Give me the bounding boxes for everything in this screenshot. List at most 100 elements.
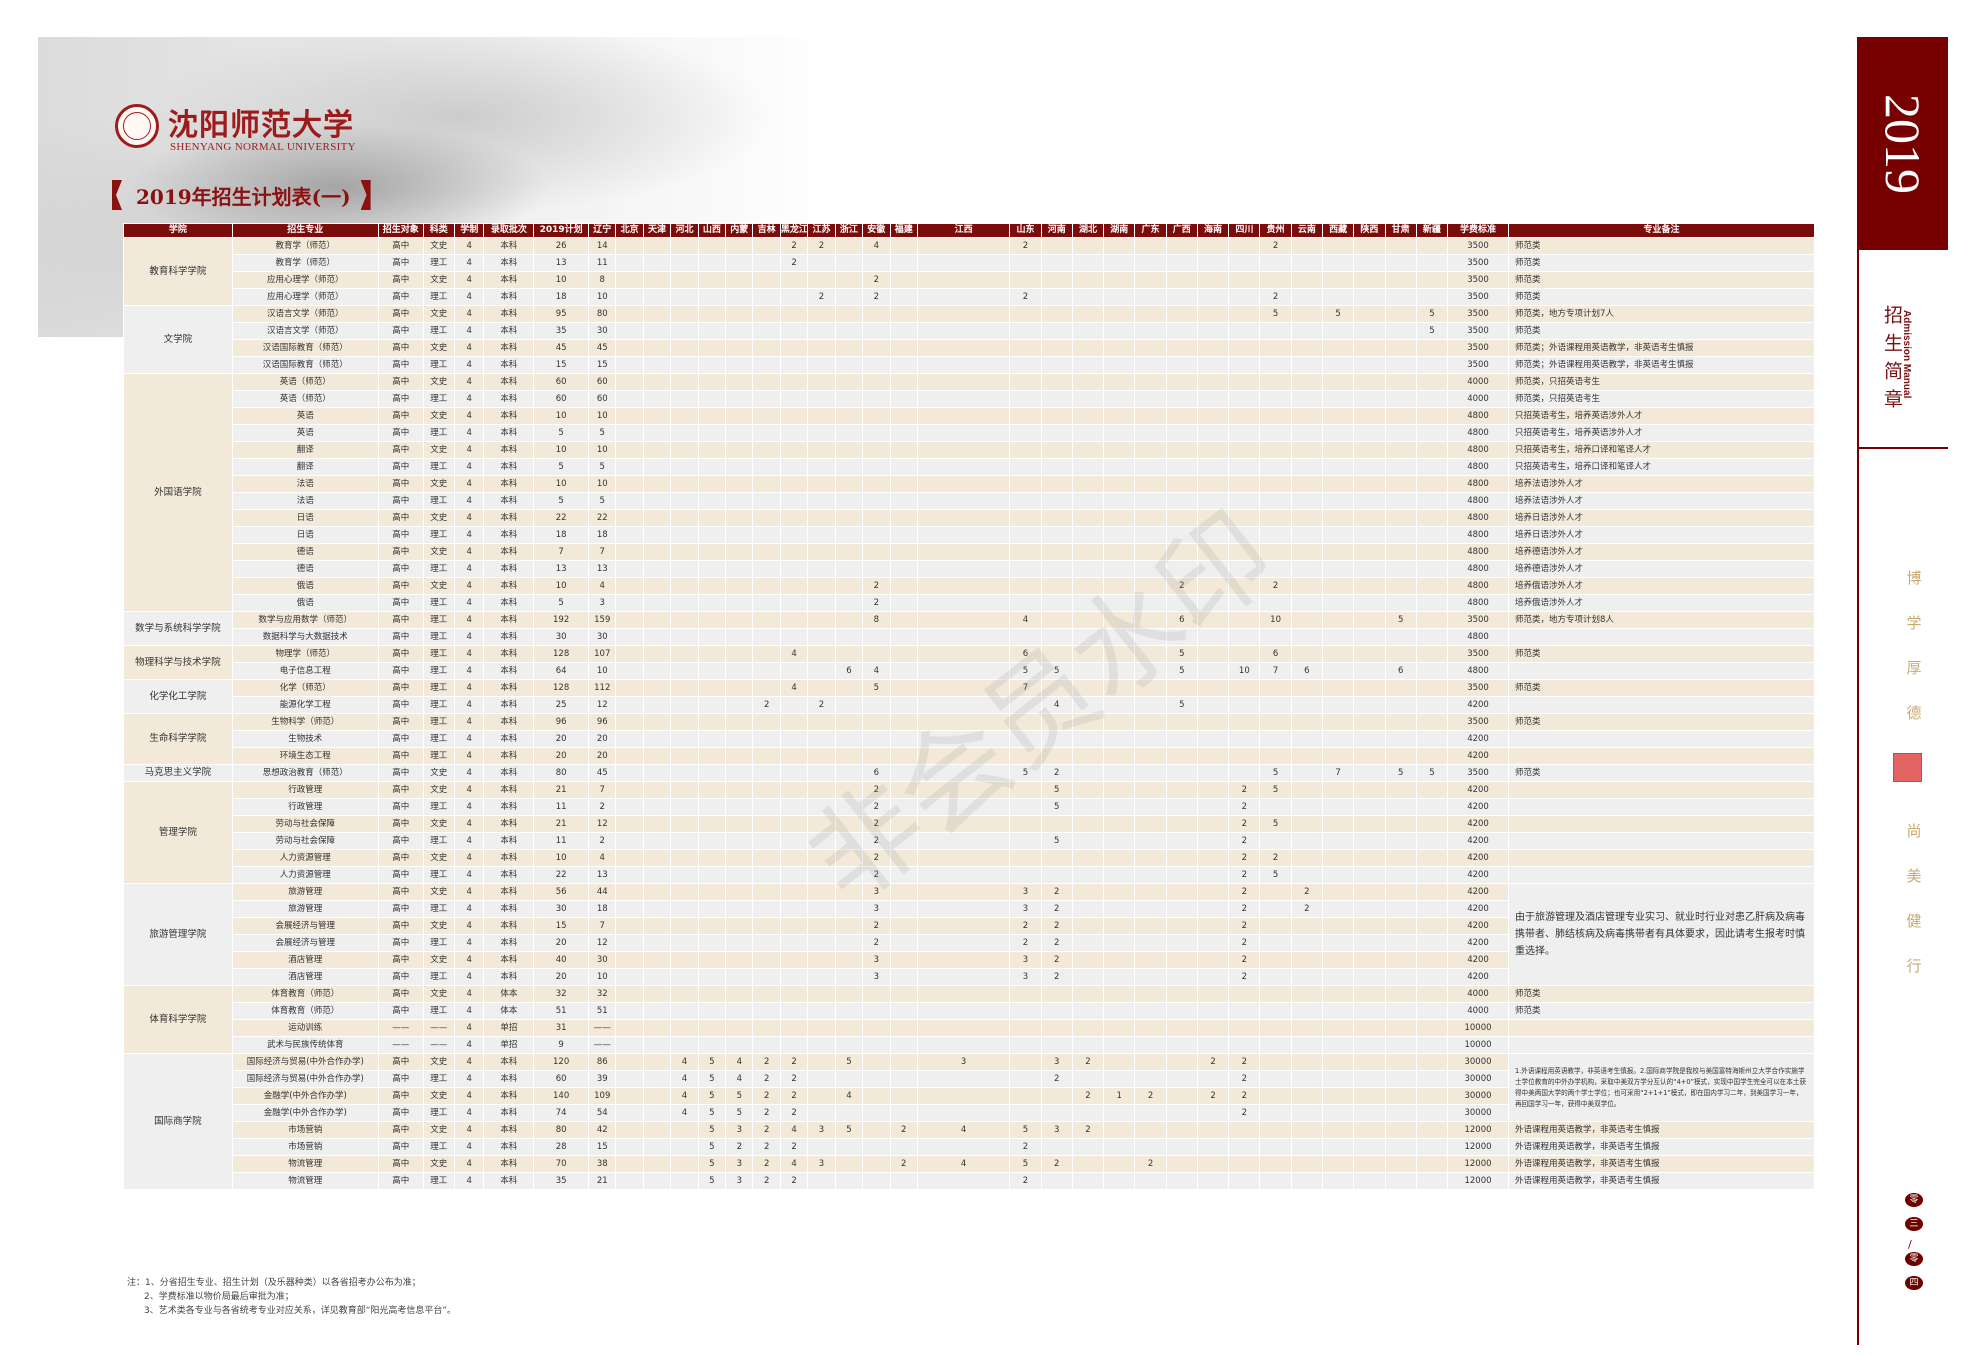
cell-province-quota [1384, 373, 1417, 391]
cell-province-quota [642, 645, 672, 663]
cell-province-quota [697, 968, 727, 986]
cell-province-quota [1259, 900, 1292, 918]
cell-target: 高中 [377, 560, 424, 578]
cell-province-quota [642, 339, 672, 357]
cell-province-quota [1071, 645, 1105, 663]
cell-province-quota: 7 [1009, 679, 1042, 697]
cell-years: 4 [454, 849, 485, 867]
cell-province-quota: 5 [725, 1104, 754, 1122]
cell-province-quota [834, 1155, 864, 1173]
cell-province-quota [1071, 1002, 1105, 1020]
cell-province-quota [725, 866, 754, 884]
cell-target: 高中 [377, 271, 424, 289]
cell-province-quota [834, 764, 864, 782]
cell-plan: 20 [533, 934, 590, 952]
cell-target: 高中 [377, 934, 424, 952]
cell-batch: 本科 [483, 373, 535, 391]
cell-province-quota [834, 373, 864, 391]
cell-fee: 4200 [1447, 900, 1509, 918]
sidebar-divider [1857, 447, 1948, 449]
cell-type: 文史 [422, 339, 456, 357]
cell-province-quota [725, 781, 754, 799]
cell-province-quota [916, 832, 1011, 850]
cell-province-quota [1415, 1121, 1449, 1139]
cell-years: 4 [454, 747, 485, 765]
cell-province-quota [725, 764, 754, 782]
cell-province-quota [725, 1019, 754, 1037]
cell-batch: 本科 [483, 526, 535, 544]
cell-province-quota [889, 424, 918, 442]
cell-province-quota [1071, 509, 1105, 527]
table-row: 能源化学工程 高中 理工 4 本科 25 12 2 2 4 5 4200 [124, 696, 1816, 714]
cell-province-quota: 4 [588, 849, 617, 867]
cell-major: 英语（师范） [231, 390, 379, 408]
cell-province-quota [670, 679, 699, 697]
cell-major: 思想政治教育（师范） [231, 764, 379, 782]
cell-province-quota [1415, 1155, 1449, 1173]
cell-province-quota: 4 [779, 679, 809, 697]
cell-province-quota [1196, 1019, 1230, 1037]
cell-plan: 11 [533, 832, 590, 850]
cell-province-quota [725, 339, 754, 357]
cell-province-quota [834, 611, 864, 629]
cell-batch: 本科 [483, 424, 535, 442]
cell-province-quota [862, 322, 891, 340]
cell-province-quota: 2 [752, 1053, 781, 1071]
cell-province-quota [779, 390, 809, 408]
cell-province-quota [1165, 390, 1198, 408]
cell-batch: 本科 [483, 730, 535, 748]
cell-province-quota [862, 696, 891, 714]
cell-province-quota [779, 730, 809, 748]
page-title: 2019年招生计划表(一) [136, 184, 351, 209]
cell-batch: 本科 [483, 577, 535, 595]
cell-province-quota: 5 [1009, 764, 1042, 782]
cell-province-quota [1321, 577, 1355, 595]
cell-province-quota [1009, 407, 1042, 425]
cell-province-quota [1353, 1155, 1386, 1173]
cell-province-quota: 5 [1259, 815, 1292, 833]
cell-years: 4 [454, 815, 485, 833]
cell-target: 高中 [377, 577, 424, 595]
cell-province-quota [1071, 679, 1105, 697]
cell-province-quota [1353, 390, 1386, 408]
cell-province-quota [1415, 628, 1449, 646]
cell-province-quota [1321, 475, 1355, 493]
cell-province-quota: 2 [752, 696, 781, 714]
cell-major: 武术与民族传统体育 [231, 1036, 379, 1054]
cell-province-quota [697, 237, 727, 255]
cell-province-quota [1259, 1053, 1292, 1071]
cell-province-quota [1165, 985, 1198, 1003]
cell-years: 4 [454, 611, 485, 629]
cell-province-quota [642, 305, 672, 323]
cell-note: 外语课程用英语教学，非英语考生慎报 [1507, 1155, 1816, 1173]
cell-province-quota [1321, 951, 1355, 969]
cell-province-quota: 13 [588, 560, 617, 578]
cell-province-quota [1196, 1104, 1230, 1122]
cell-province-quota [1290, 985, 1323, 1003]
cell-province-quota [1103, 1121, 1136, 1139]
cell-province-quota [670, 1036, 699, 1054]
cell-province-quota [1353, 594, 1386, 612]
header-batch: 录取批次 [483, 223, 535, 238]
cell-province-quota [862, 509, 891, 527]
cell-province-quota [862, 373, 891, 391]
cell-province-quota [1415, 1138, 1449, 1156]
cell-province-quota [697, 985, 727, 1003]
cell-province-quota [1290, 237, 1323, 255]
cell-target: 高中 [377, 458, 424, 476]
cell-plan: 70 [533, 1155, 590, 1173]
cell-province-quota [1071, 322, 1105, 340]
cell-province-quota [1415, 934, 1449, 952]
cell-province-quota [807, 747, 836, 765]
cell-province-quota [1134, 951, 1167, 969]
cell-province-quota [889, 560, 918, 578]
cell-target: 高中 [377, 730, 424, 748]
cell-batch: 本科 [483, 288, 535, 306]
cell-fee: 12000 [1447, 1172, 1509, 1190]
cell-province-quota [1384, 441, 1417, 459]
university-name-cn: 沈阳师范大学 [168, 108, 354, 143]
cell-major: 生物技术 [231, 730, 379, 748]
cell-province-quota [779, 917, 809, 935]
cell-province-quota [725, 662, 754, 680]
cell-province-quota [1415, 951, 1449, 969]
